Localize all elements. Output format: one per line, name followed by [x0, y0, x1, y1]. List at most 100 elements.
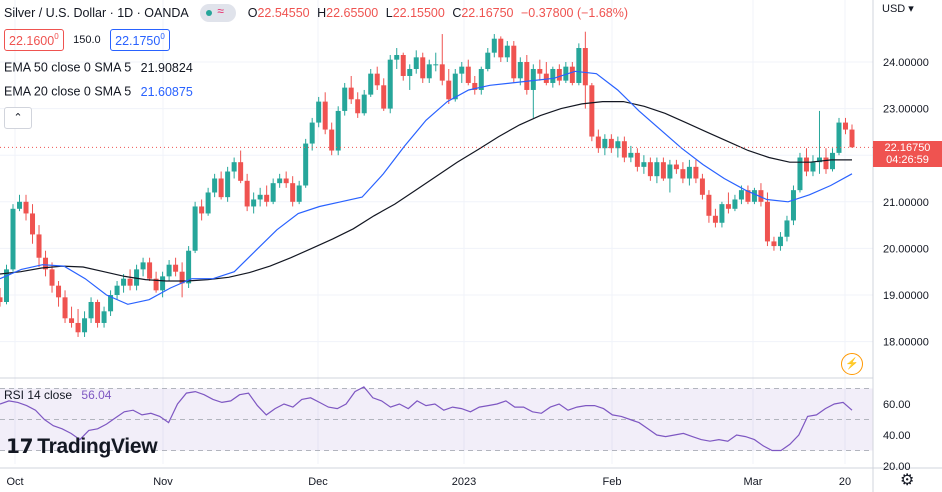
- candle-body: [823, 157, 829, 170]
- candle-body: [602, 138, 608, 149]
- candle-body: [121, 278, 127, 286]
- candle-body: [732, 199, 738, 209]
- high-value: 22.65500: [326, 6, 379, 20]
- rsi-value: 56.04: [81, 387, 112, 402]
- candle-body: [465, 66, 471, 83]
- symbol-title[interactable]: Silver / U.S. Dollar · 1D · OANDA: [4, 6, 189, 20]
- candle-body: [686, 166, 692, 179]
- candle-body: [179, 271, 185, 284]
- candle-body: [452, 73, 458, 100]
- candle-body: [712, 215, 718, 223]
- candle-body: [290, 183, 296, 202]
- candle-body: [511, 45, 517, 79]
- candle-body: [589, 85, 595, 137]
- time-tick-label: Mar: [744, 476, 763, 488]
- candle-body: [413, 57, 419, 69]
- candle-body: [797, 157, 803, 191]
- currency-selector[interactable]: USD ▾: [882, 2, 914, 15]
- candle-body: [43, 257, 49, 270]
- candle-body: [264, 194, 270, 202]
- open-label: O: [247, 6, 258, 20]
- candle-body: [556, 68, 562, 81]
- gear-icon[interactable]: ⚙: [900, 472, 915, 489]
- ask-price-sup: 0: [160, 32, 165, 41]
- candle-body: [810, 162, 816, 172]
- rsi-legend[interactable]: RSI 14 close 56.04: [4, 387, 111, 402]
- candle-body: [608, 138, 614, 149]
- candle-body: [329, 129, 335, 151]
- candle-body: [745, 190, 751, 202]
- candle-body: [790, 190, 796, 221]
- ema50-legend[interactable]: EMA 50 close 0 SMA 5 21.90824: [4, 60, 193, 75]
- candle-body: [277, 178, 283, 184]
- market-status-toggle[interactable]: ≈: [200, 4, 237, 22]
- ema20-legend[interactable]: EMA 20 close 0 SMA 5 21.60875: [4, 84, 193, 99]
- currency-label: USD: [882, 3, 906, 15]
- ema20-value: 21.60875: [140, 84, 193, 99]
- price-tick-label: 18.00000: [883, 337, 929, 349]
- candle-body: [641, 162, 647, 167]
- rsi-tick-label: 20.00: [883, 461, 911, 473]
- candle-body: [849, 129, 855, 148]
- candle-body: [108, 295, 114, 312]
- collapse-legend-button[interactable]: ⌃: [4, 107, 32, 129]
- time-tick-label: 2023: [452, 476, 476, 488]
- bid-button[interactable]: 22.16000: [4, 29, 64, 51]
- candle-body: [654, 162, 660, 177]
- candle-body: [751, 190, 757, 202]
- candle-body: [355, 99, 361, 114]
- ema50-line: [0, 100, 852, 282]
- candle-body: [160, 276, 166, 291]
- ema50-label: EMA 50 close 0 SMA 5: [4, 60, 132, 75]
- candle-body: [491, 38, 497, 53]
- candle-body: [576, 48, 582, 83]
- price-tick-label: 19.00000: [883, 290, 929, 302]
- ema20-line: [0, 70, 853, 305]
- candle-body: [400, 55, 406, 76]
- candle-body: [231, 162, 237, 172]
- candle-body: [342, 87, 348, 111]
- logo-text: TradingView: [37, 435, 158, 458]
- candle-body: [153, 278, 159, 291]
- candle-body: [485, 52, 491, 69]
- candle-body: [764, 201, 770, 242]
- price-tick-label: 21.00000: [883, 197, 929, 209]
- candle-body: [387, 59, 393, 109]
- candle-body: [706, 194, 712, 216]
- candle-body: [738, 190, 744, 200]
- candle-body: [10, 208, 16, 270]
- candle-body: [667, 164, 673, 179]
- candle-body: [836, 122, 842, 153]
- candle-body: [498, 38, 504, 58]
- candle-body: [725, 204, 731, 209]
- candle-body: [283, 178, 289, 184]
- candle-body: [69, 318, 75, 323]
- candle-body: [394, 55, 400, 60]
- candle-body: [628, 152, 634, 158]
- candle-body: [49, 269, 55, 286]
- candle-body: [719, 204, 725, 223]
- candle-body: [82, 318, 88, 333]
- candle-body: [140, 262, 146, 270]
- candle-body: [446, 80, 452, 100]
- candle-body: [842, 122, 848, 130]
- candle-body: [524, 62, 530, 90]
- open-value: 22.54550: [257, 6, 310, 20]
- candle-body: [0, 297, 3, 302]
- close-value: 22.16750: [461, 6, 514, 20]
- market-open-dot-icon: [206, 10, 213, 16]
- ask-button[interactable]: 22.17500: [110, 29, 170, 51]
- candle-body: [225, 171, 231, 198]
- candle-body: [368, 73, 374, 95]
- candle-body: [303, 143, 309, 186]
- chevron-down-icon: ▾: [908, 3, 914, 15]
- candle-body: [504, 45, 510, 58]
- candle-body: [101, 311, 107, 323]
- candle-body: [316, 101, 322, 123]
- lightning-icon[interactable]: ⚡: [841, 353, 863, 375]
- candle-body: [173, 264, 179, 272]
- low-value: 22.15500: [392, 6, 445, 20]
- candle-body: [147, 262, 153, 279]
- candle-body: [569, 66, 575, 83]
